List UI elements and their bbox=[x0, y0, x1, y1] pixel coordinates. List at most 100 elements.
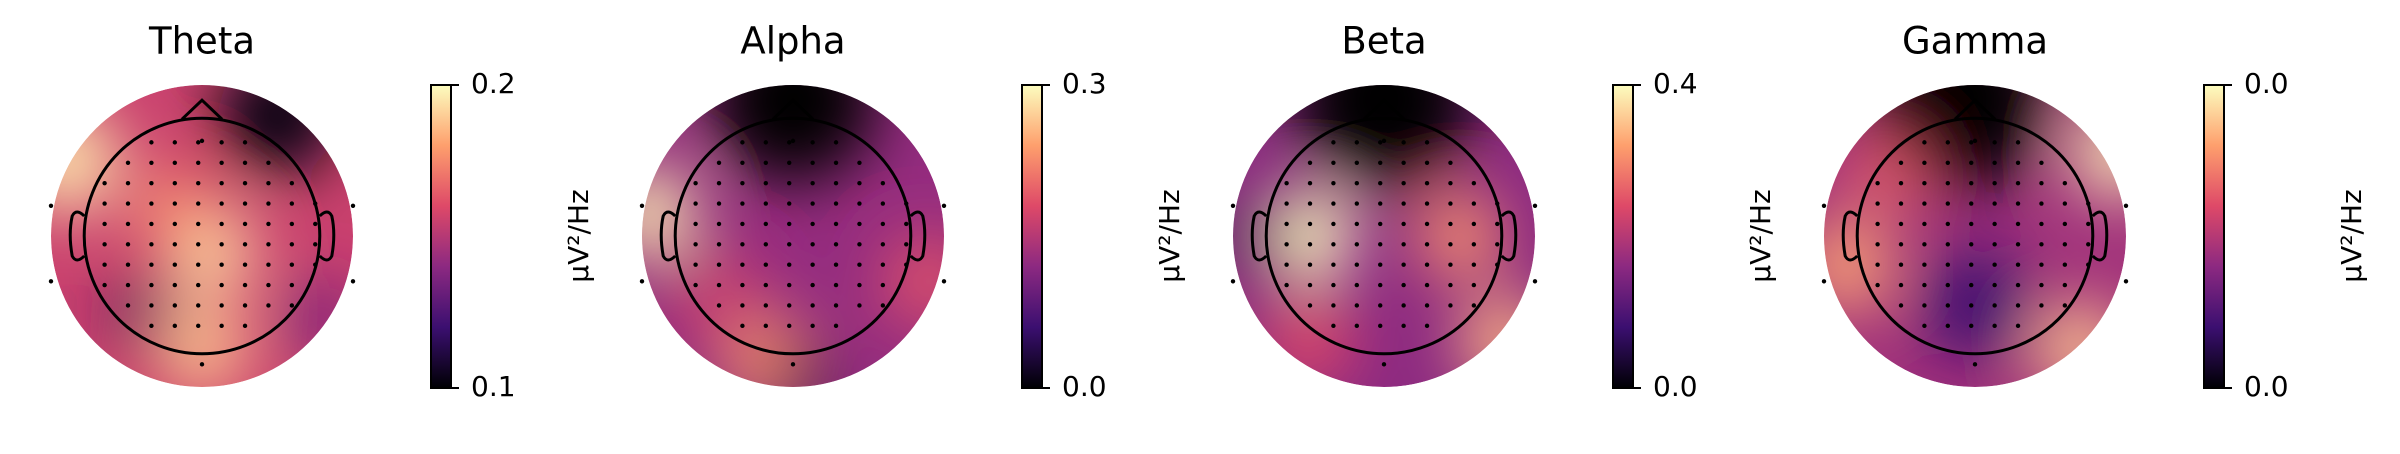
sensor bbox=[1378, 242, 1383, 247]
sensor bbox=[266, 180, 271, 186]
sensor bbox=[172, 242, 178, 247]
sensor bbox=[266, 160, 271, 165]
sensor bbox=[1331, 282, 1336, 288]
sensor bbox=[149, 282, 154, 288]
sensor bbox=[941, 279, 947, 284]
sensor bbox=[1969, 242, 1974, 247]
sensor bbox=[1945, 303, 1951, 308]
sensor bbox=[740, 201, 745, 206]
sensor bbox=[2062, 180, 2068, 186]
sensor bbox=[149, 160, 154, 165]
sensor bbox=[219, 180, 224, 186]
sensor bbox=[833, 160, 839, 165]
sensor bbox=[196, 160, 201, 165]
sensor bbox=[242, 160, 248, 165]
sensor bbox=[48, 203, 54, 208]
sensor bbox=[740, 242, 745, 247]
sensor bbox=[125, 201, 131, 206]
topomap-field bbox=[1233, 85, 1535, 387]
panel: Gamma 0.0 0.0 µV²/Hz bbox=[1821, 20, 2368, 403]
sensor bbox=[880, 303, 886, 308]
sensor bbox=[1401, 160, 1406, 165]
colorbar-tick-label: 0.0 bbox=[2244, 67, 2289, 100]
sensor bbox=[2086, 242, 2091, 247]
sensor bbox=[810, 282, 815, 288]
field-blob bbox=[883, 235, 944, 327]
sensor bbox=[172, 282, 178, 288]
sensor bbox=[1875, 201, 1880, 206]
sensor bbox=[904, 221, 909, 227]
sensor bbox=[1992, 242, 1997, 247]
sensor bbox=[740, 323, 745, 329]
sensor bbox=[693, 262, 698, 267]
sensor bbox=[102, 221, 107, 227]
sensor bbox=[125, 303, 131, 308]
sensor bbox=[1230, 203, 1236, 208]
sensor bbox=[2062, 221, 2068, 227]
sensor bbox=[196, 242, 201, 247]
sensor bbox=[242, 140, 248, 145]
sensor bbox=[219, 242, 224, 247]
sensor bbox=[1495, 201, 1500, 206]
head-outline bbox=[1855, 116, 2095, 356]
sensor bbox=[1992, 140, 1997, 145]
panel-title: Beta bbox=[1341, 20, 1426, 63]
sensor bbox=[810, 242, 815, 247]
sensor bbox=[857, 262, 862, 267]
sensor bbox=[810, 323, 815, 329]
sensor bbox=[1354, 221, 1360, 227]
sensor bbox=[716, 282, 722, 288]
sensor bbox=[1532, 203, 1538, 208]
sensor bbox=[172, 180, 178, 186]
sensor bbox=[763, 262, 769, 267]
sensor bbox=[1471, 303, 1477, 308]
sensor bbox=[833, 201, 839, 206]
sensor bbox=[787, 242, 792, 247]
sensor bbox=[1331, 242, 1336, 247]
colorbar-tick-label: 0.0 bbox=[1062, 370, 1107, 403]
sensor bbox=[242, 323, 248, 329]
sensor bbox=[2015, 201, 2021, 206]
sensor bbox=[716, 242, 722, 247]
sensor bbox=[1875, 282, 1880, 288]
sensor bbox=[1471, 282, 1477, 288]
sensor bbox=[2039, 160, 2044, 165]
sensor bbox=[1331, 221, 1336, 227]
sensor bbox=[1331, 262, 1336, 267]
sensor bbox=[1969, 140, 1974, 145]
sensor bbox=[810, 180, 815, 186]
sensor bbox=[693, 180, 698, 186]
sensor bbox=[1424, 303, 1430, 308]
sensor bbox=[1378, 323, 1383, 329]
sensor bbox=[199, 138, 205, 144]
sensor bbox=[1992, 160, 1997, 165]
sensor bbox=[125, 160, 131, 165]
nose bbox=[771, 98, 815, 121]
sensor bbox=[350, 203, 356, 208]
sensor bbox=[787, 323, 792, 329]
sensor bbox=[1378, 282, 1383, 288]
sensor bbox=[102, 242, 107, 247]
sensor bbox=[810, 221, 815, 227]
sensor bbox=[289, 180, 295, 186]
sensor bbox=[810, 140, 815, 145]
sensor bbox=[1969, 160, 1974, 165]
sensor bbox=[1495, 221, 1500, 227]
sensor bbox=[2062, 201, 2068, 206]
sensor bbox=[1945, 323, 1951, 329]
sensor bbox=[1945, 242, 1951, 247]
sensor bbox=[1898, 160, 1904, 165]
sensor bbox=[1875, 180, 1880, 186]
sensor bbox=[833, 242, 839, 247]
sensor bbox=[196, 140, 201, 145]
sensor bbox=[787, 160, 792, 165]
sensor bbox=[1532, 279, 1538, 284]
colorbar-label: µV²/Hz bbox=[1744, 189, 1777, 282]
sensor bbox=[1424, 221, 1430, 227]
colorbar bbox=[1021, 84, 1043, 389]
ear bbox=[909, 210, 927, 262]
sensor bbox=[1378, 160, 1383, 165]
sensor bbox=[1471, 262, 1477, 267]
colorbar-label: µV²/Hz bbox=[2335, 189, 2368, 282]
sensor bbox=[2123, 203, 2129, 208]
